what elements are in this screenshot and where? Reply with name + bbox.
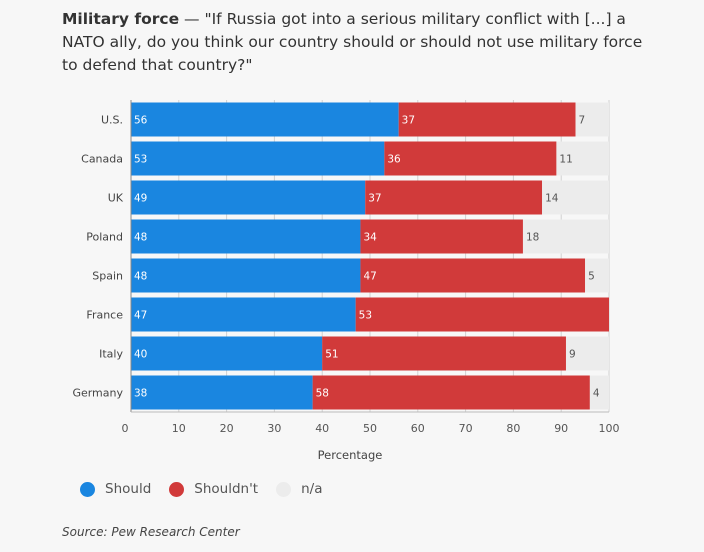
data-label: 37 [368, 193, 381, 205]
x-tick-label: 0 [122, 422, 129, 435]
legend-item: n/a [276, 481, 322, 497]
bar-should [131, 375, 313, 410]
chart-title-bold: Military force [62, 10, 180, 28]
bar-should [131, 219, 361, 254]
bar-shouldn-t [365, 180, 543, 215]
bar-shouldn-t [384, 141, 557, 176]
data-label: 9 [569, 349, 576, 361]
x-tick-label: 30 [267, 422, 281, 435]
data-label: 38 [134, 388, 147, 400]
data-label: 47 [134, 310, 147, 322]
bar-n-a [575, 102, 609, 137]
data-label: 34 [363, 232, 377, 244]
data-label: 51 [325, 349, 338, 361]
category-label: France [86, 309, 123, 322]
x-axis-label: Percentage [318, 448, 383, 462]
legend-swatch [276, 481, 292, 497]
legend-item: Should [80, 481, 151, 497]
data-label: 53 [134, 154, 147, 166]
legend-label: Shouldn't [194, 481, 259, 497]
data-label: 56 [134, 115, 148, 127]
bar-shouldn-t [360, 258, 586, 293]
x-tick-label: 40 [315, 422, 329, 435]
legend-swatch [169, 481, 185, 497]
chart-title-question: — "If Russia got into a serious military… [62, 10, 643, 74]
data-label: 47 [363, 271, 376, 283]
data-label: 53 [359, 310, 372, 322]
x-tick-label: 90 [554, 422, 568, 435]
data-label: 36 [387, 154, 401, 166]
category-label: Germany [72, 387, 123, 400]
legend-item: Shouldn't [169, 481, 258, 497]
data-label: 40 [134, 349, 147, 361]
bar-should [131, 258, 361, 293]
bar-n-a [522, 219, 609, 254]
category-label: UK [108, 192, 124, 205]
data-label: 7 [579, 115, 586, 127]
bar-n-a [565, 336, 609, 371]
bar-n-a [556, 141, 609, 176]
data-label: 49 [134, 193, 147, 205]
data-label: 14 [545, 193, 559, 205]
x-tick-label: 10 [172, 422, 186, 435]
x-tick-label: 100 [599, 422, 620, 435]
data-label: 5 [588, 271, 595, 283]
bar-shouldn-t [398, 102, 576, 137]
data-label: 48 [134, 271, 147, 283]
x-tick-label: 70 [459, 422, 473, 435]
category-label: Poland [86, 231, 123, 244]
x-tick-label: 20 [220, 422, 234, 435]
bar-n-a [585, 258, 609, 293]
bar-should [131, 180, 366, 215]
data-label: 4 [593, 388, 600, 400]
bar-shouldn-t [312, 375, 590, 410]
legend: Should Shouldn't n/a [80, 478, 340, 500]
x-tick-label: 80 [506, 422, 520, 435]
source-note: Source: Pew Research Center [62, 525, 240, 539]
legend-swatch [80, 481, 95, 497]
chart-title: Military force — "If Russia got into a s… [62, 8, 652, 77]
data-label: 37 [402, 115, 415, 127]
legend-label: n/a [301, 481, 323, 497]
data-label: 18 [526, 232, 539, 244]
category-label: U.S. [101, 114, 123, 127]
x-tick-label: 60 [411, 422, 425, 435]
category-label: Spain [92, 270, 123, 283]
bar-shouldn-t [355, 297, 609, 332]
category-label: Italy [99, 348, 123, 361]
bar-should [131, 336, 323, 371]
x-tick-label: 50 [363, 422, 377, 435]
data-label: 11 [559, 154, 572, 166]
bar-n-a [589, 375, 609, 410]
bar-shouldn-t [360, 219, 523, 254]
bar-should [131, 297, 356, 332]
legend-label: Should [105, 481, 152, 497]
category-label: Canada [81, 153, 123, 166]
bar-should [131, 102, 399, 137]
bar-n-a [542, 180, 609, 215]
data-label: 48 [134, 232, 147, 244]
bar-should [131, 141, 385, 176]
data-label: 58 [316, 388, 329, 400]
bar-shouldn-t [322, 336, 566, 371]
